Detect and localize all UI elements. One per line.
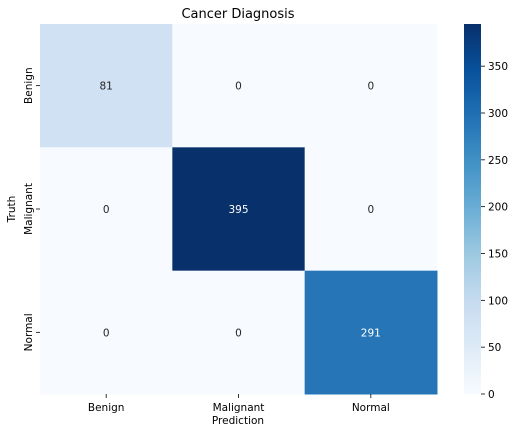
colorbar-tick-label: 0 [488, 389, 495, 401]
heatmap-cell [304, 147, 438, 272]
heatmap-cell [304, 24, 438, 148]
cell-value-label: 0 [235, 81, 242, 93]
cell-value-label: 291 [361, 327, 381, 339]
cell-value-label: 395 [228, 204, 248, 216]
x-tick-label: Malignant [213, 402, 265, 414]
x-axis-label: Prediction [212, 415, 264, 427]
x-tick-label: Benign [88, 402, 125, 414]
y-axis-ticks: Benign Malignant Normal [23, 67, 40, 351]
colorbar-tick-label: 150 [488, 248, 508, 260]
heatmap-cell-labels: 81 0 0 0 395 0 0 0 291 [99, 81, 380, 340]
heatmap-cell [172, 24, 306, 148]
colorbar-tick-label: 50 [488, 342, 501, 354]
colorbar-tick-label: 300 [488, 108, 508, 120]
y-tick-label: Malignant [23, 183, 35, 235]
cell-value-label: 0 [235, 327, 242, 339]
colorbar-tick-label: 350 [488, 61, 508, 73]
colorbar-ticks: 0 50 100 150 200 250 300 350 [481, 61, 508, 401]
heatmap-cells [40, 24, 438, 395]
cell-value-label: 0 [103, 204, 110, 216]
colorbar [464, 24, 481, 394]
cell-value-label: 81 [99, 81, 112, 93]
heatmap-cell [172, 270, 306, 395]
y-tick-label: Benign [23, 67, 35, 104]
colorbar-tick-label: 250 [488, 155, 508, 167]
heatmap-cell [40, 147, 173, 272]
cell-value-label: 0 [367, 81, 374, 93]
cell-value-label: 0 [367, 204, 374, 216]
heatmap-cell [172, 147, 306, 272]
heatmap-cell [40, 270, 173, 395]
y-tick-label: Normal [23, 313, 35, 351]
colorbar-tick-label: 200 [488, 202, 508, 214]
chart-title: Cancer Diagnosis [181, 7, 294, 22]
y-axis-label: Truth [6, 196, 18, 224]
heatmap-cell [304, 270, 438, 395]
cell-value-label: 0 [103, 327, 110, 339]
colorbar-tick-label: 100 [488, 295, 508, 307]
x-tick-label: Normal [352, 402, 390, 414]
heatmap-cell [40, 24, 173, 148]
x-axis-ticks: Benign Malignant Normal [88, 394, 390, 414]
